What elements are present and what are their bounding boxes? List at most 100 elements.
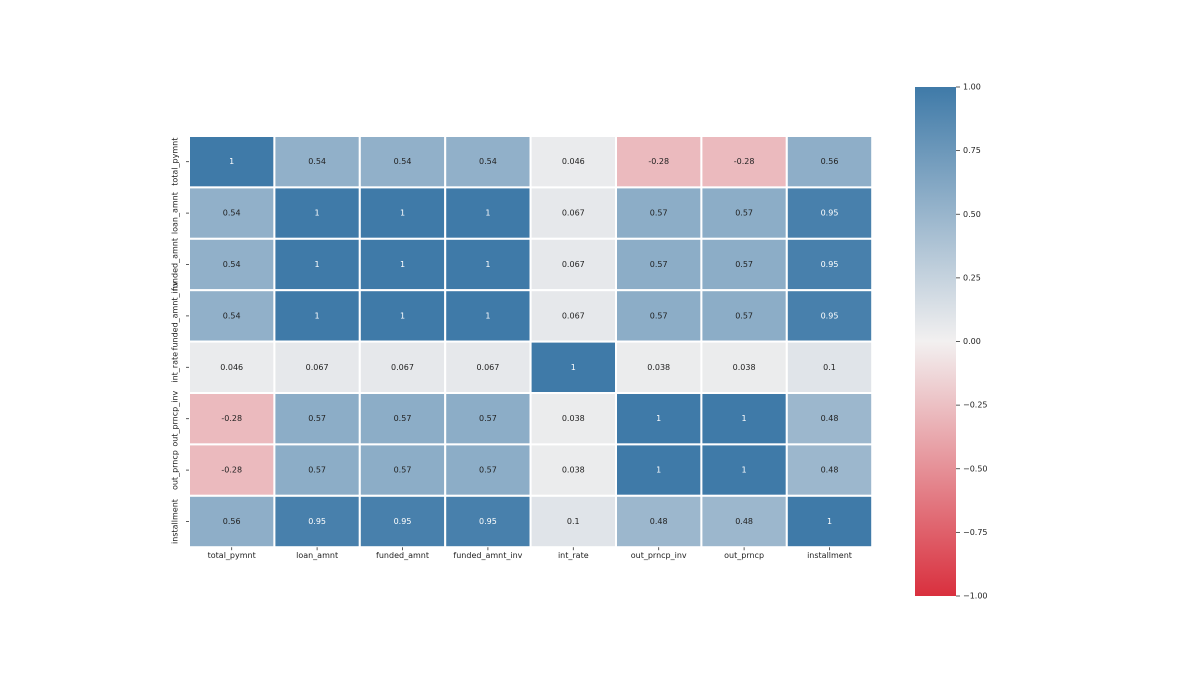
cell-value-label: -0.28	[734, 157, 755, 166]
cell-value-label: 0.57	[650, 311, 668, 320]
colorbar-gradient	[915, 87, 956, 596]
cell-value-label: 1	[656, 414, 661, 423]
heatmap-cell-out_prncp-installment	[785, 443, 874, 497]
cell-value-label: 1	[315, 311, 320, 320]
colorbar: 1.00 0.75 0.50 0.25 0.00 −0.25 −0.50 −0.75 −1.00	[915, 83, 988, 601]
cell-value-label: 0.57	[479, 414, 497, 423]
heatmap-cell-int_rate-int_rate	[529, 340, 617, 395]
y-tick-label-funded_amnt: funded_amnt	[171, 238, 180, 291]
heatmap-cell-out_prncp_inv-out_prncp_inv	[615, 392, 703, 446]
heatmap-cell-out_prncp_inv-int_rate	[529, 392, 617, 446]
colorbar-tick-label: 1.00	[963, 83, 981, 92]
cell-value-label: 0.57	[650, 209, 668, 218]
heatmap-cell-int_rate-funded_amnt_inv	[444, 340, 532, 395]
heatmap-cell-funded_amnt-out_prncp_inv	[615, 237, 703, 292]
cell-value-label: 0.54	[223, 209, 241, 218]
y-tick-label-total_pymnt: total_pymnt	[171, 138, 180, 186]
colorbar-tick-label: −1.00	[963, 592, 988, 601]
cell-value-label: 0.54	[223, 260, 241, 269]
heatmap-cell-out_prncp-out_prncp	[700, 443, 788, 497]
cell-value-label: 0.57	[479, 466, 497, 475]
cell-value-label: 0.57	[735, 260, 753, 269]
y-tick-label-int_rate: int_rate	[171, 352, 180, 383]
heatmap-cell-loan_amnt-loan_amnt	[273, 186, 361, 240]
cell-value-label: 1	[656, 466, 661, 475]
cell-value-label: 0.067	[476, 363, 499, 372]
y-tick-label-out_prncp_inv: out_prncp_inv	[171, 390, 180, 446]
cell-value-label: 0.57	[394, 466, 412, 475]
cell-value-label: 1	[742, 466, 747, 475]
colorbar-tick-label: −0.75	[963, 528, 988, 537]
heatmap-cell-loan_amnt-funded_amnt_inv	[444, 186, 532, 240]
heatmap-cell-installment-installment	[785, 494, 874, 549]
cell-value-label: 0.57	[735, 209, 753, 218]
cell-value-label: 1	[485, 260, 490, 269]
heatmap-cell-funded_amnt_inv-out_prncp	[700, 289, 788, 343]
heatmap-cell-installment-int_rate	[529, 494, 617, 549]
heatmap-cell-funded_amnt-funded_amnt_inv	[444, 237, 532, 292]
colorbar-tick-label: 0.50	[963, 210, 981, 219]
cell-value-label: 1	[229, 157, 234, 166]
cell-value-label: 0.95	[308, 517, 326, 526]
cell-value-label: 0.1	[567, 517, 580, 526]
heatmap-cell-funded_amnt-installment	[785, 237, 874, 292]
cell-value-label: 0.95	[479, 517, 497, 526]
colorbar-tick-label: 0.75	[963, 146, 981, 155]
cell-value-label: 0.046	[562, 157, 585, 166]
x-tick-label-out_prncp_inv: out_prncp_inv	[631, 551, 687, 560]
heatmap-cell-out_prncp-out_prncp_inv	[615, 443, 703, 497]
heatmap-cell-out_prncp-loan_amnt	[273, 443, 361, 497]
heatmap-cell-out_prncp_inv-installment	[785, 392, 874, 446]
cell-value-label: 0.95	[821, 260, 839, 269]
colorbar-tick-label: 0.00	[963, 337, 981, 346]
cell-value-label: 0.067	[562, 209, 585, 218]
cell-value-label: 0.48	[821, 414, 839, 423]
heatmap-cell-installment-funded_amnt	[358, 494, 447, 549]
y-tick-label-installment: installment	[171, 499, 180, 544]
heatmap-cell-total_pymnt-installment	[785, 135, 874, 189]
cell-value-label: 1	[400, 260, 405, 269]
cell-value-label: 0.95	[394, 517, 412, 526]
cell-value-label: 0.57	[308, 414, 326, 423]
cell-value-label: 1	[400, 209, 405, 218]
cell-value-label: 1	[400, 311, 405, 320]
cell-value-label: 1	[315, 260, 320, 269]
x-tick-label-out_prncp: out_prncp	[724, 551, 764, 560]
heatmap-cell-funded_amnt_inv-funded_amnt	[358, 289, 447, 343]
cell-value-label: 0.038	[562, 466, 585, 475]
heatmap-cell-out_prncp-int_rate	[529, 443, 617, 497]
cell-value-label: 0.57	[735, 311, 753, 320]
cell-value-label: 0.046	[220, 363, 243, 372]
colorbar-tick-label: −0.50	[963, 464, 988, 473]
cell-value-label: 0.54	[308, 157, 326, 166]
cell-value-label: 0.95	[821, 311, 839, 320]
heatmap-cell-out_prncp-funded_amnt	[358, 443, 447, 497]
cell-value-label: 0.067	[306, 363, 329, 372]
cell-value-label: 0.038	[562, 414, 585, 423]
colorbar-tick-label: 0.25	[963, 273, 981, 282]
heatmap-cell-funded_amnt-int_rate	[529, 237, 617, 292]
y-tick-label-loan_amnt: loan_amnt	[171, 192, 180, 234]
heatmap-cell-funded_amnt-funded_amnt	[358, 237, 447, 292]
cell-value-label: 0.067	[562, 260, 585, 269]
cell-value-label: 0.038	[647, 363, 670, 372]
x-tick-label-funded_amnt: funded_amnt	[376, 551, 429, 560]
cell-value-label: 0.95	[821, 209, 839, 218]
cell-value-label: 0.54	[223, 311, 241, 320]
heatmap-cells: 1 0.54 0.54 0.54 0.046 -0.28 -0.28 0.56 0.54 1 1 1 0…	[188, 135, 874, 549]
cell-value-label: 0.54	[479, 157, 497, 166]
heatmap-cell-funded_amnt_inv-int_rate	[529, 289, 617, 343]
y-axis-ticks: total_pymnt loan_amnt funded_amntfunded_am…	[171, 138, 189, 544]
cell-value-label: 0.067	[391, 363, 414, 372]
cell-value-label: 0.54	[394, 157, 412, 166]
cell-value-label: 0.57	[394, 414, 412, 423]
heatmap-cell-out_prncp_inv-loan_amnt	[273, 392, 361, 446]
cell-value-label: -0.28	[221, 466, 242, 475]
heatmap-cell-out_prncp_inv-out_prncp	[700, 392, 788, 446]
cell-value-label: 0.56	[223, 517, 241, 526]
cell-value-label: 0.57	[650, 260, 668, 269]
heatmap-cell-funded_amnt-out_prncp	[700, 237, 788, 292]
cell-value-label: 0.57	[308, 466, 326, 475]
cell-value-label: 1	[742, 414, 747, 423]
